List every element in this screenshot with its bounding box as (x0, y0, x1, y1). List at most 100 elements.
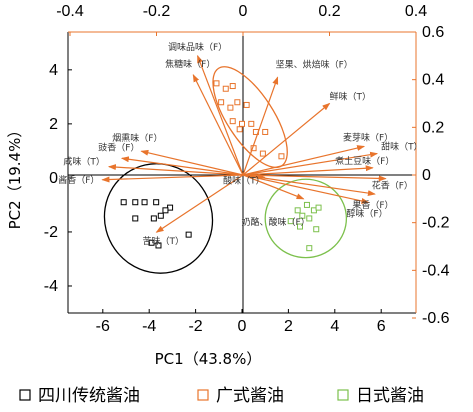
score-point-series-3 (303, 201, 310, 208)
loading-label: 焦糖味（F） (165, 58, 215, 70)
score-point-series-3 (306, 215, 313, 222)
score-point-series-1 (148, 239, 155, 246)
score-point-series-1 (132, 215, 139, 222)
right-tick-label: -0.6 (422, 310, 450, 327)
loading-label: 醇味（F） (346, 207, 387, 219)
y-tick-label: 2 (49, 116, 58, 133)
ellipse-rishi (264, 178, 348, 259)
loading-label: 果香（F） (352, 200, 393, 211)
loading-labels: 调味品味（F） 焦糖味（F） 坚果、烘焙味（F） 鲜味（T） 烟熏味（F）豉香（F） 咸味… (58, 41, 422, 247)
x-tick-label: 0 (238, 318, 247, 335)
loading-arrows (101, 54, 387, 233)
x-tick-label: -2 (188, 318, 202, 335)
y-tick-label: -4 (44, 278, 58, 295)
loading-label: 调味品味（F） (168, 41, 227, 53)
score-point-series-1 (132, 199, 139, 206)
score-point-series-1 (150, 215, 157, 222)
loading-arrow (242, 76, 279, 176)
loading-label: 酸味（T） (223, 174, 265, 186)
loading-label: 豉香（F） (98, 141, 139, 153)
loading-label: 麦芽味（F） (343, 131, 393, 143)
top-tick-label: -0.2 (143, 3, 171, 20)
score-point-series-3 (299, 212, 306, 219)
loading-label: 奶酪、酸味（F） (242, 216, 310, 228)
loading-label: 酱香（F） (58, 174, 99, 186)
y-tick-label: -2 (44, 224, 58, 241)
y-tick-label: 4 (49, 62, 58, 79)
x-tick-label: -4 (142, 318, 156, 335)
loading-arrow (242, 174, 305, 200)
score-point-series-2 (259, 150, 266, 157)
x-tick-label: 2 (284, 318, 293, 335)
score-point-series-1 (162, 207, 169, 214)
score-point-series-1 (153, 199, 160, 206)
score-point-series-3 (306, 245, 313, 252)
loading-label: 花香（F） (372, 180, 413, 192)
loading-arrow (242, 174, 370, 204)
score-point-series-2 (248, 120, 255, 127)
score-points (120, 80, 322, 252)
score-point-series-1 (141, 199, 148, 206)
right-tick-label: -0.4 (422, 262, 450, 279)
right-tick-label: 0.2 (422, 119, 444, 136)
x-tick-label: 6 (377, 318, 386, 335)
score-point-series-2 (213, 80, 220, 87)
score-point-series-2 (222, 85, 229, 92)
loading-label: 坚果、烘焙味（F） (276, 58, 353, 70)
legend-marker (337, 389, 349, 401)
y-tick-label: 0 (49, 170, 58, 187)
loading-label: 咸味（T） (63, 156, 105, 168)
loading-arrow (242, 174, 376, 197)
score-point-series-2 (239, 120, 245, 127)
score-point-series-2 (262, 128, 269, 135)
legend-label: 广式酱油 (216, 386, 284, 406)
ellipse-sichuan (103, 163, 214, 274)
top-tick-label: 0 (239, 3, 248, 20)
loading-arrow (192, 74, 244, 176)
right-tick-label: 0.6 (422, 24, 444, 41)
score-point-series-1 (120, 199, 127, 206)
loading-arrow (242, 174, 387, 182)
loading-arrow (107, 164, 244, 176)
score-point-series-2 (229, 118, 236, 125)
score-point-series-1 (155, 242, 162, 249)
score-point-series-2 (218, 99, 225, 106)
x-axis-label: PC1（43.8%） (155, 350, 262, 368)
score-point-series-1 (185, 231, 192, 238)
loading-label: 苦味（T） (143, 235, 185, 247)
score-point-series-1 (157, 212, 164, 219)
score-point-series-2 (236, 126, 243, 133)
loading-label: 甜味（T） (381, 141, 423, 153)
loading-label: 烟熏味（F） (112, 132, 162, 144)
legend-label: 四川传统酱油 (38, 386, 140, 406)
score-point-series-2 (243, 101, 250, 108)
loading-arrow (101, 174, 244, 183)
loading-arrow (242, 102, 331, 176)
loading-arrow (120, 156, 244, 176)
loading-arrow (242, 151, 379, 176)
y-axis-label: PC2（19.4%） (6, 123, 24, 230)
score-point-series-3 (313, 226, 320, 233)
score-point-series-2 (234, 99, 241, 106)
x-tick-label: -6 (96, 318, 110, 335)
score-point-series-2 (229, 83, 236, 90)
legend: 四川传统酱油 广式酱油 日式酱油 (19, 386, 424, 406)
legend-marker (19, 389, 31, 401)
x-tick-label: 4 (330, 318, 339, 335)
loading-arrow (197, 54, 244, 176)
loading-arrow (140, 149, 244, 176)
loading-label: 煮土豆味（F） (335, 155, 394, 167)
score-point-series-3 (287, 218, 294, 225)
loading-arrow (155, 174, 244, 233)
score-point-series-3 (294, 207, 301, 214)
top-tick-label: -0.4 (56, 3, 84, 20)
score-point-series-3 (297, 223, 303, 230)
top-tick-label: 0.4 (405, 3, 427, 20)
right-tick-label: -0.2 (422, 215, 450, 232)
score-point-series-3 (315, 204, 322, 211)
legend-marker (197, 389, 209, 401)
loading-label: 鲜味（T） (330, 91, 372, 103)
loading-arrow (242, 165, 374, 176)
score-point-series-2 (278, 153, 285, 160)
